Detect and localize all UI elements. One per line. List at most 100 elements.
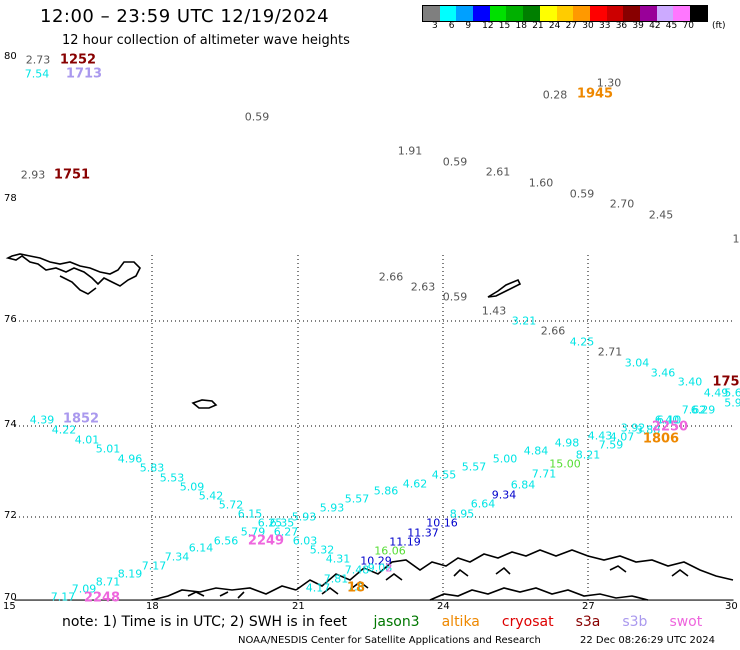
wave-height-label: 9.34 xyxy=(491,488,517,502)
wave-height-label: 4.01 xyxy=(74,433,100,447)
norway-coast-west xyxy=(151,585,297,601)
coastline xyxy=(5,253,734,601)
lat-label-74: 74 xyxy=(4,419,17,430)
lon-label-27: 27 xyxy=(582,601,595,612)
wave-height-label: 4.84 xyxy=(523,444,549,458)
wave-height-label: 7.09 xyxy=(71,582,97,596)
scale-swatch xyxy=(606,6,624,21)
kola-coast xyxy=(429,587,649,601)
wave-height-label: 4.55 xyxy=(431,468,457,482)
wave-height-label: 7.17 xyxy=(50,590,76,604)
wave-height-label: 6.03 xyxy=(292,534,318,548)
wave-height-label: 5.09 xyxy=(179,480,205,494)
scale-swatch xyxy=(523,6,540,21)
wave-height-label: 3.92 xyxy=(620,421,646,435)
scale-label: 18 xyxy=(515,21,527,31)
wave-height-label: 7.59 xyxy=(598,438,624,452)
scale-swatch xyxy=(439,6,457,21)
wave-height-label: 1.30 xyxy=(596,76,622,90)
wave-height-label: 8.95 xyxy=(449,507,475,521)
kvitoya xyxy=(487,278,522,298)
wave-height-label: 2.93 xyxy=(20,168,46,182)
scale-label: 24 xyxy=(548,21,561,31)
lon-label-24: 24 xyxy=(437,601,450,612)
scale-label: 36 xyxy=(615,21,628,31)
scale-swatch xyxy=(639,6,657,21)
wave-height-label: 8.19 xyxy=(117,567,143,581)
wave-height-label: 6.15 xyxy=(237,507,263,521)
wave-height-label: 7.48 xyxy=(344,563,370,577)
wave-height-label: 2 xyxy=(385,561,393,575)
wave-height-label: 2249 xyxy=(247,533,285,549)
wave-height-label: 5.57 xyxy=(344,492,370,506)
wave-height-label: 1 xyxy=(732,232,740,246)
wave-height-label: 1806 xyxy=(642,431,680,447)
wave-height-label: 5.93 xyxy=(319,501,345,515)
scale-label: 70 xyxy=(682,21,694,31)
scale-swatch xyxy=(623,6,640,21)
scale-label: 33 xyxy=(599,21,611,31)
wave-height-label: 4.39 xyxy=(29,413,55,427)
wave-height-label: 4.07 xyxy=(609,430,635,444)
scale-label: 9 xyxy=(465,21,472,31)
wave-height-label: 4.31 xyxy=(325,552,351,566)
mission-legend-s3a: s3a xyxy=(575,614,601,630)
wave-height-label: 6.40 xyxy=(654,413,680,427)
page-subtitle: 12 hour collection of altimeter wave hei… xyxy=(62,33,350,48)
wave-height-label: 6.56 xyxy=(213,534,239,548)
wave-height-label: 1713 xyxy=(65,66,103,82)
mission-legend: jason3 altika cryosat s3a s3b swot xyxy=(351,614,702,630)
wave-height-label: 11.19 xyxy=(389,535,421,549)
wave-height-label: 6.29 xyxy=(690,403,716,417)
wave-height-label: 3.21 xyxy=(511,314,537,328)
lat-label-70: 70 xyxy=(4,592,17,603)
scale-label: 6 xyxy=(448,21,455,31)
lat-label-72: 72 xyxy=(4,510,17,521)
wave-height-color-scale xyxy=(422,5,708,22)
wave-height-label: 2.71 xyxy=(597,345,623,359)
wave-height-label: 5.83 xyxy=(139,461,165,475)
wave-height-label: 8.21 xyxy=(575,448,601,462)
wave-height-label: 4.62 xyxy=(402,477,428,491)
scale-swatch xyxy=(690,6,707,21)
wave-height-label: 4.98 xyxy=(554,436,580,450)
wave-height-label: 6.35 xyxy=(269,516,295,530)
lon-label-30: 30 xyxy=(725,601,738,612)
wave-height-label: 6.10 xyxy=(656,413,682,427)
wave-height-label: 175 xyxy=(712,374,740,390)
wave-height-label: 4.49 xyxy=(703,386,729,400)
scale-label: 39 xyxy=(632,21,644,31)
scale-swatch xyxy=(489,6,507,21)
scale-label: 27 xyxy=(565,21,578,31)
scale-swatch xyxy=(423,6,440,21)
mission-legend-swot: swot xyxy=(669,614,703,630)
norway-coast-mid xyxy=(295,549,734,591)
wave-height-label: 5.86 xyxy=(373,484,399,498)
lat-lon-grid xyxy=(15,255,733,600)
wave-height-label: 7.34 xyxy=(164,550,190,564)
scale-swatch xyxy=(506,6,524,21)
wave-height-label: 2.70 xyxy=(609,197,635,211)
wave-height-label: 5.00 xyxy=(492,452,518,466)
wave-height-label: 0.59 xyxy=(244,110,270,124)
wave-height-label: 7.17 xyxy=(141,559,167,573)
footer-timestamp: 22 Dec 08:26:29 UTC 2024 xyxy=(580,635,715,646)
scale-swatch xyxy=(473,6,490,21)
wave-height-label: 1252 xyxy=(59,52,97,68)
mission-legend-altika: altika xyxy=(441,614,480,630)
footer-credit: NOAA/NESDIS Center for Satellite Applica… xyxy=(238,635,541,646)
wave-height-label: 4.17 xyxy=(305,581,331,595)
wave-height-label: 0.59 xyxy=(442,290,468,304)
wave-height-label: 2.45 xyxy=(648,208,674,222)
scale-label: 21 xyxy=(532,21,544,31)
scale-label: 15 xyxy=(498,21,511,31)
mission-legend-jason3: jason3 xyxy=(373,614,420,630)
scale-swatch xyxy=(556,6,574,21)
wave-height-label: 2.61 xyxy=(485,165,511,179)
wave-height-label: 5.72 xyxy=(218,498,244,512)
wave-height-label: 16.06 xyxy=(374,544,406,558)
wave-height-label: 5.9 xyxy=(724,396,740,410)
wave-height-label: 0.28 xyxy=(542,88,568,102)
wave-height-label: 0.59 xyxy=(442,155,468,169)
